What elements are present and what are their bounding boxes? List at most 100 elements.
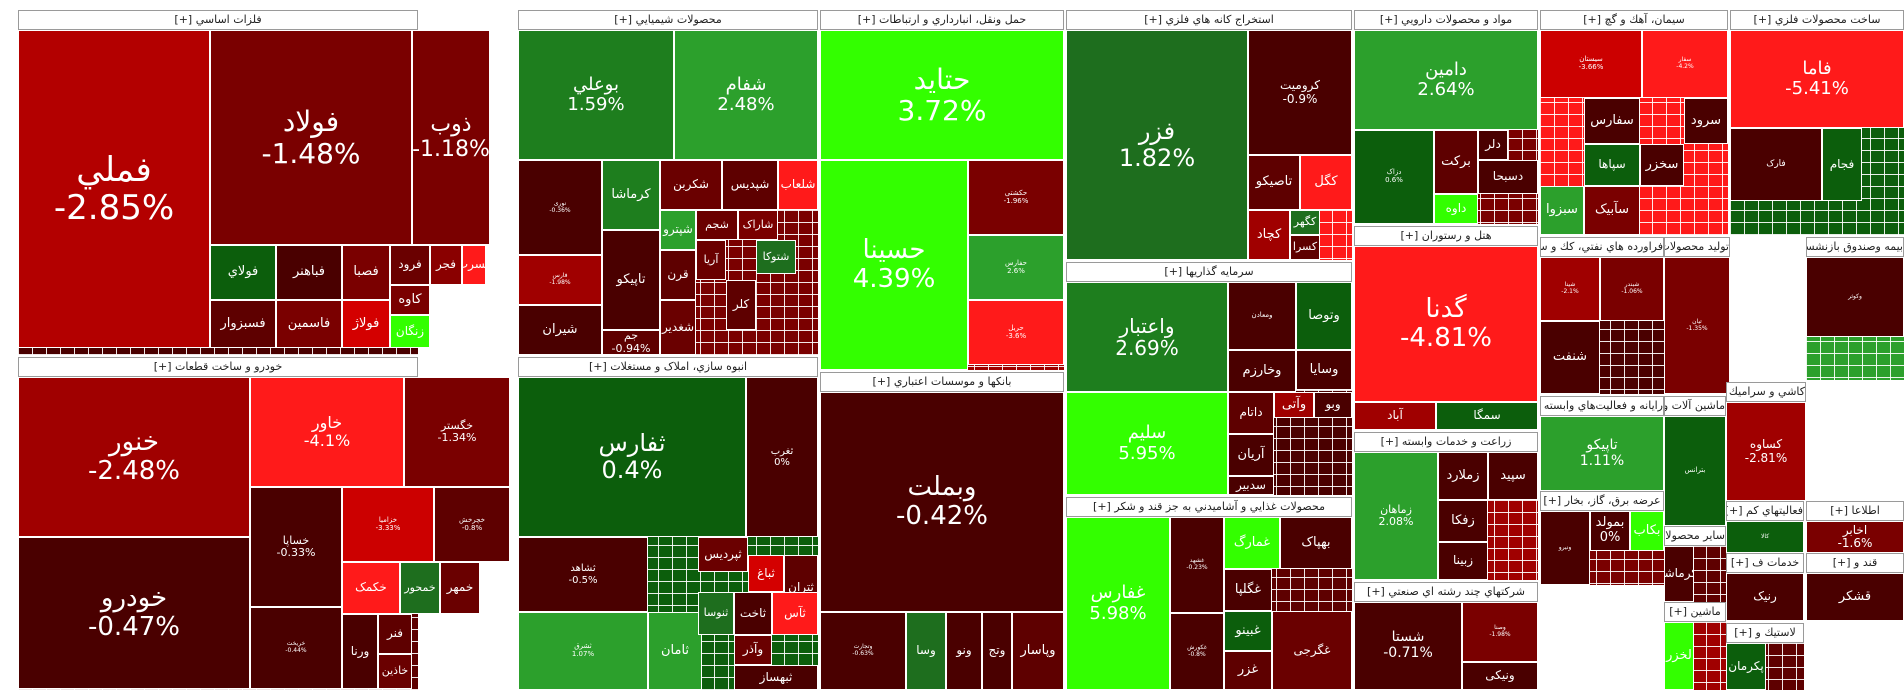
stock-cell[interactable]: وصنا -1.98%: [1462, 602, 1538, 662]
stock-cell[interactable]: بوعلي 1.59%: [518, 30, 674, 160]
stock-cell[interactable]: شنفت: [1540, 321, 1600, 394]
stock-cell[interactable]: ونو: [946, 612, 982, 690]
stock-cell[interactable]: زملارد: [1438, 452, 1488, 500]
stock-cell[interactable]: فرود: [390, 245, 430, 285]
sector-header[interactable]: مواد و محصولات دارويي [+]: [1354, 10, 1538, 30]
stock-cell[interactable]: ثغرب 0%: [746, 377, 818, 537]
stock-cell[interactable]: خریخت -0.44%: [250, 607, 342, 689]
sector-header[interactable]: ماشين آلات و دستگاه‌هاي برقي [+]: [1664, 396, 1726, 416]
stock-cell[interactable]: کالا: [1726, 521, 1804, 553]
sector-header[interactable]: ساير محصولات [+]: [1664, 526, 1726, 546]
stock-cell[interactable]: زنگان: [390, 315, 430, 348]
stock-cell[interactable]: وآذر: [734, 635, 772, 665]
stock-cell[interactable]: دلر: [1478, 130, 1508, 160]
stock-cell[interactable]: تاصیکو: [1248, 155, 1300, 210]
stock-cell[interactable]: سمگا: [1436, 402, 1538, 430]
stock-cell[interactable]: وکوثر: [1806, 257, 1904, 337]
sector-header[interactable]: خودرو و ساخت قطعات [+]: [18, 357, 418, 377]
stock-cell[interactable]: بمولد 0%: [1590, 511, 1630, 551]
stock-cell[interactable]: ومعادن: [1228, 282, 1296, 350]
stock-cell[interactable]: غگرجی: [1272, 611, 1352, 690]
stock-cell[interactable]: سرود: [1684, 98, 1728, 144]
stock-cell[interactable]: داتام: [1228, 392, 1274, 434]
sector-header[interactable]: انبوه سازي، املاک و مستغلات [+]: [518, 357, 818, 377]
stock-cell[interactable]: آریا: [696, 240, 726, 280]
stock-cell[interactable]: سپید: [1488, 452, 1538, 500]
stock-cell[interactable]: خمحور: [400, 562, 440, 614]
stock-cell[interactable]: زبینا: [1438, 542, 1488, 580]
stock-cell[interactable]: برکت: [1434, 130, 1478, 194]
sector-header[interactable]: محصولات شيميايي [+]: [518, 10, 818, 30]
sector-header[interactable]: سيمان، آهك و گچ [+]: [1540, 10, 1728, 30]
sector-header[interactable]: لاستيك و [+]: [1726, 623, 1804, 643]
stock-cell[interactable]: ثباغ: [748, 555, 784, 592]
stock-cell[interactable]: شبندر -1.06%: [1600, 257, 1664, 321]
stock-cell[interactable]: وبو: [1314, 392, 1352, 418]
stock-cell[interactable]: حتايد 3.72%: [820, 30, 1064, 160]
stock-cell[interactable]: فسبزوار: [210, 300, 276, 348]
stock-cell[interactable]: کرماشا: [1664, 546, 1694, 602]
stock-cell[interactable]: ذوب -1.18%: [412, 30, 490, 245]
stock-cell[interactable]: کرومیت -0.9%: [1248, 30, 1352, 155]
stock-cell[interactable]: فجام: [1822, 128, 1862, 201]
sector-header[interactable]: رايانه و فعاليت‌هاي وابسته [+]: [1540, 396, 1664, 416]
stock-cell[interactable]: پکرمان: [1726, 643, 1766, 690]
stock-cell[interactable]: ثبهساز: [734, 665, 818, 690]
stock-cell[interactable]: اخابر -1.6%: [1806, 521, 1904, 553]
stock-cell[interactable]: غفارس 5.98%: [1066, 517, 1170, 690]
stock-cell[interactable]: خاور -4.1%: [250, 377, 404, 487]
stock-cell[interactable]: سخزر: [1640, 144, 1684, 186]
stock-cell[interactable]: کلر: [726, 280, 756, 330]
stock-cell[interactable]: کاوه: [390, 285, 430, 315]
stock-cell[interactable]: ورنا: [342, 614, 378, 689]
stock-cell[interactable]: خزامیا -3.33%: [342, 487, 434, 562]
stock-cell[interactable]: شپترو: [660, 210, 696, 250]
stock-cell[interactable]: حریل -3.6%: [968, 300, 1064, 365]
stock-cell[interactable]: واعتبار 2.69%: [1066, 282, 1228, 392]
stock-cell[interactable]: وخارزم: [1228, 350, 1296, 392]
sector-header[interactable]: هتل و رستوران [+]: [1354, 226, 1538, 246]
sector-header[interactable]: بانكها و موسسات اعتباري [+]: [820, 372, 1064, 392]
stock-cell[interactable]: زفکا: [1438, 500, 1488, 542]
stock-cell[interactable]: داوه: [1434, 194, 1478, 224]
stock-cell[interactable]: شپدیس: [722, 160, 778, 210]
stock-cell[interactable]: ثشرق 1.07%: [518, 612, 648, 690]
sector-header[interactable]: محصولات غذايي و آشاميدني به جز قند و شكر…: [1066, 497, 1352, 517]
stock-cell[interactable]: بهپاک: [1280, 517, 1352, 569]
stock-cell[interactable]: وتوصا: [1296, 282, 1352, 350]
stock-cell[interactable]: ونیرو: [1540, 511, 1590, 585]
sector-header[interactable]: خدمات ف [+]: [1726, 553, 1804, 573]
stock-cell[interactable]: فملي -2.85%: [18, 30, 210, 348]
stock-cell[interactable]: خاذین: [378, 654, 412, 689]
stock-cell[interactable]: سپاها: [1584, 144, 1640, 186]
stock-cell[interactable]: وپاسار: [1012, 612, 1064, 690]
stock-cell[interactable]: غزر: [1224, 651, 1272, 690]
stock-cell[interactable]: کساوه -2.81%: [1726, 402, 1806, 501]
sector-header[interactable]: زراعت و خدمات وابسته [+]: [1354, 432, 1538, 452]
stock-cell[interactable]: خمهر: [440, 562, 480, 614]
stock-cell[interactable]: سیستان -3.66%: [1540, 30, 1642, 98]
stock-cell[interactable]: خچرخش -0.8%: [434, 487, 510, 562]
stock-cell[interactable]: ثآس: [772, 592, 818, 635]
stock-cell[interactable]: آباد: [1354, 402, 1436, 430]
stock-cell[interactable]: وآتی: [1274, 392, 1314, 418]
stock-cell[interactable]: شستا -0.71%: [1354, 602, 1462, 690]
sector-header[interactable]: فعاليتهاي كم [+]: [1726, 501, 1804, 521]
stock-cell[interactable]: خودرو -0.47%: [18, 537, 250, 689]
stock-cell[interactable]: جم -0.94%: [602, 330, 660, 355]
stock-cell[interactable]: فزر 1.82%: [1066, 30, 1248, 260]
stock-cell[interactable]: وسا: [906, 612, 946, 690]
stock-cell[interactable]: ثنوسا: [698, 592, 734, 635]
stock-cell[interactable]: زماهان 2.08%: [1354, 452, 1438, 580]
stock-cell[interactable]: فارس -1.98%: [518, 255, 602, 305]
stock-cell[interactable]: قشکر: [1806, 573, 1904, 621]
stock-cell[interactable]: دسبحا: [1478, 160, 1538, 194]
sector-header[interactable]: فلزات اساسي [+]: [18, 10, 418, 30]
stock-cell[interactable]: دامين 2.64%: [1354, 30, 1538, 130]
stock-cell[interactable]: گدنا -4.81%: [1354, 246, 1538, 402]
stock-cell[interactable]: نوری -0.36%: [518, 160, 602, 255]
stock-cell[interactable]: ثشاهد -0.5%: [518, 537, 648, 612]
stock-cell[interactable]: شفام 2.48%: [674, 30, 818, 160]
stock-cell[interactable]: تاپیکو 1.11%: [1540, 416, 1664, 491]
stock-cell[interactable]: فولاد -1.48%: [210, 30, 412, 245]
